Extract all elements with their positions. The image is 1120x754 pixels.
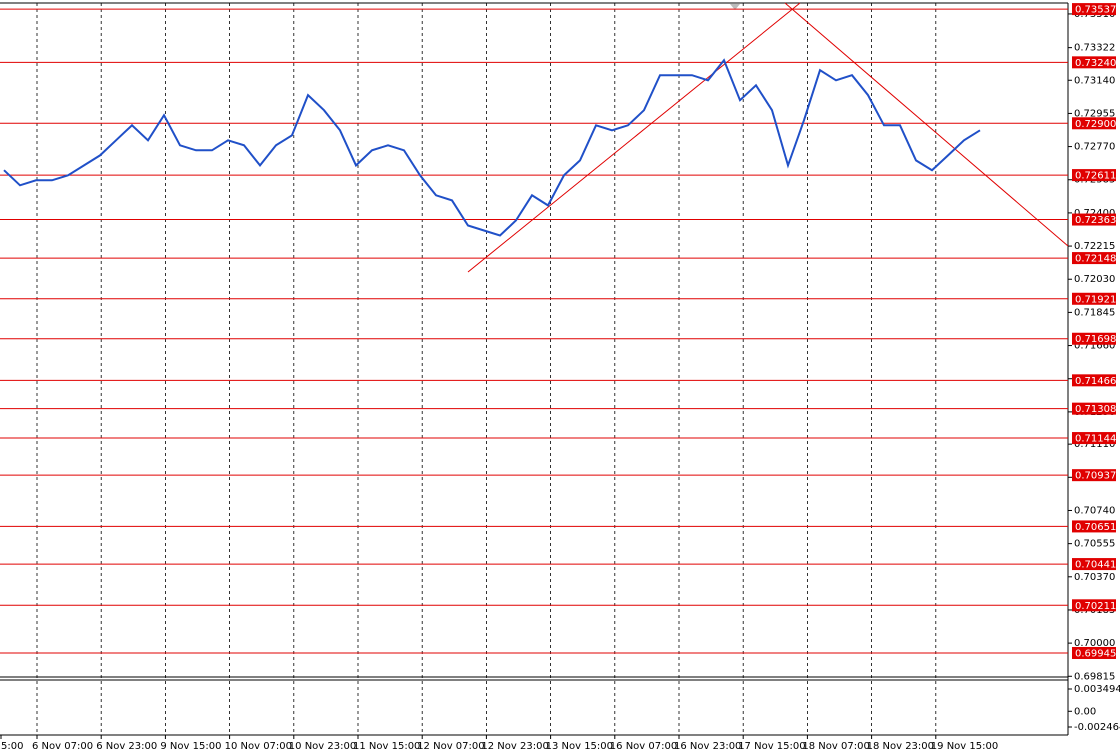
- level-label: 0.69945: [1075, 648, 1116, 659]
- y-tick-label: 0.72400: [1074, 208, 1115, 219]
- level-label: 0.70441: [1075, 560, 1116, 571]
- y-tick-label: 0.73140: [1074, 75, 1115, 86]
- level-label: 0.71308: [1075, 404, 1116, 415]
- x-tick-label: 12 Nov 07:00: [417, 741, 484, 752]
- y-tick-label: 0.71845: [1074, 307, 1115, 318]
- x-tick-label: 12 Nov 23:00: [481, 741, 548, 752]
- level-label: 0.73537: [1075, 5, 1116, 16]
- trend-line: [784, 2, 1069, 247]
- x-tick-label: 6 Nov 23:00: [96, 741, 157, 752]
- indicator-tick-label: -0.002464: [1074, 722, 1120, 733]
- x-tick-label: 13 Nov 15:00: [546, 741, 613, 752]
- marks: [3, 58, 981, 237]
- level-label: 0.71698: [1075, 334, 1116, 345]
- y-tick-label: 0.71110: [1074, 439, 1115, 450]
- y-tick-label: 0.73322: [1074, 43, 1115, 54]
- level-box: [1072, 469, 1116, 482]
- level-box: [1072, 332, 1116, 345]
- level-label: 0.73240: [1075, 58, 1116, 69]
- indicator-tick-label: 0.003494: [1074, 684, 1120, 695]
- level-box: [1072, 646, 1116, 659]
- trend-line: [467, 2, 801, 273]
- level-box: [1072, 213, 1116, 226]
- y-tick-label: 0.69815: [1074, 671, 1115, 682]
- level-label: 0.70937: [1075, 471, 1116, 482]
- level-box: [1072, 117, 1116, 130]
- x-tick-label: 18 Nov 07:00: [802, 741, 869, 752]
- level-box: [1072, 3, 1116, 16]
- level-box: [1072, 520, 1116, 533]
- level-label: 0.71466: [1075, 376, 1116, 387]
- x-tick-label: 10 Nov 23:00: [289, 741, 356, 752]
- level-box: [1072, 558, 1116, 571]
- shift-marker: [730, 4, 740, 10]
- level-box: [1072, 292, 1116, 305]
- y-tick-label: 0.70555: [1074, 539, 1115, 550]
- x-tick-label: 11 Nov 15:00: [353, 741, 420, 752]
- y-tick-label: 0.71660: [1074, 341, 1115, 352]
- y-tick-label: 0.72770: [1074, 142, 1115, 153]
- level-label: 0.70651: [1075, 522, 1116, 533]
- x-tick-label: 18 Nov 23:00: [867, 741, 934, 752]
- level-label: 0.72900: [1075, 119, 1116, 130]
- x-tick-label: 19 Nov 15:00: [931, 741, 998, 752]
- level-label: 0.70211: [1075, 601, 1116, 612]
- y-tick-label: 0.72955: [1074, 108, 1115, 119]
- level-box: [1072, 599, 1116, 612]
- level-label: 0.71144: [1075, 434, 1116, 445]
- level-label: 0.72611: [1075, 171, 1116, 182]
- indicator-tick-label: 0.00: [1074, 706, 1096, 717]
- x-tick-label: 17 Nov 15:00: [738, 741, 805, 752]
- y-tick-label: 0.70740: [1074, 505, 1115, 516]
- x-tick-label: 16 Nov 07:00: [610, 741, 677, 752]
- level-box: [1072, 252, 1116, 265]
- level-label: 0.72148: [1075, 254, 1116, 265]
- x-tick-label: 5:00: [1, 741, 23, 752]
- level-box: [1072, 169, 1116, 182]
- y-tick-label: 0.70000: [1074, 638, 1115, 649]
- level-box: [1072, 432, 1116, 445]
- levels: 0.73537 0.73240 0.72900 0.72611 0.72363 0.721…: [0, 3, 1116, 659]
- level-label: 0.72363: [1075, 215, 1116, 226]
- x-tick-label: 6 Nov 07:00: [32, 741, 93, 752]
- y-tick-label: 0.70370: [1074, 572, 1115, 583]
- level-label: 0.71921: [1075, 294, 1116, 305]
- level-box: [1072, 374, 1116, 387]
- price-line: [3, 58, 981, 237]
- x-tick-label: 10 Nov 07:00: [225, 741, 292, 752]
- level-box: [1072, 402, 1116, 415]
- y-tick-label: 0.72215: [1074, 241, 1115, 252]
- level-box: [1072, 56, 1116, 69]
- x-tick-label: 16 Nov 23:00: [674, 741, 741, 752]
- x-tick-label: 9 Nov 15:00: [160, 741, 221, 752]
- grid: 5:00 6 Nov 07:00 6 Nov 23:00 9 Nov 15:00 10 …: [0, 3, 1120, 752]
- y-tick-label: 0.72030: [1074, 274, 1115, 285]
